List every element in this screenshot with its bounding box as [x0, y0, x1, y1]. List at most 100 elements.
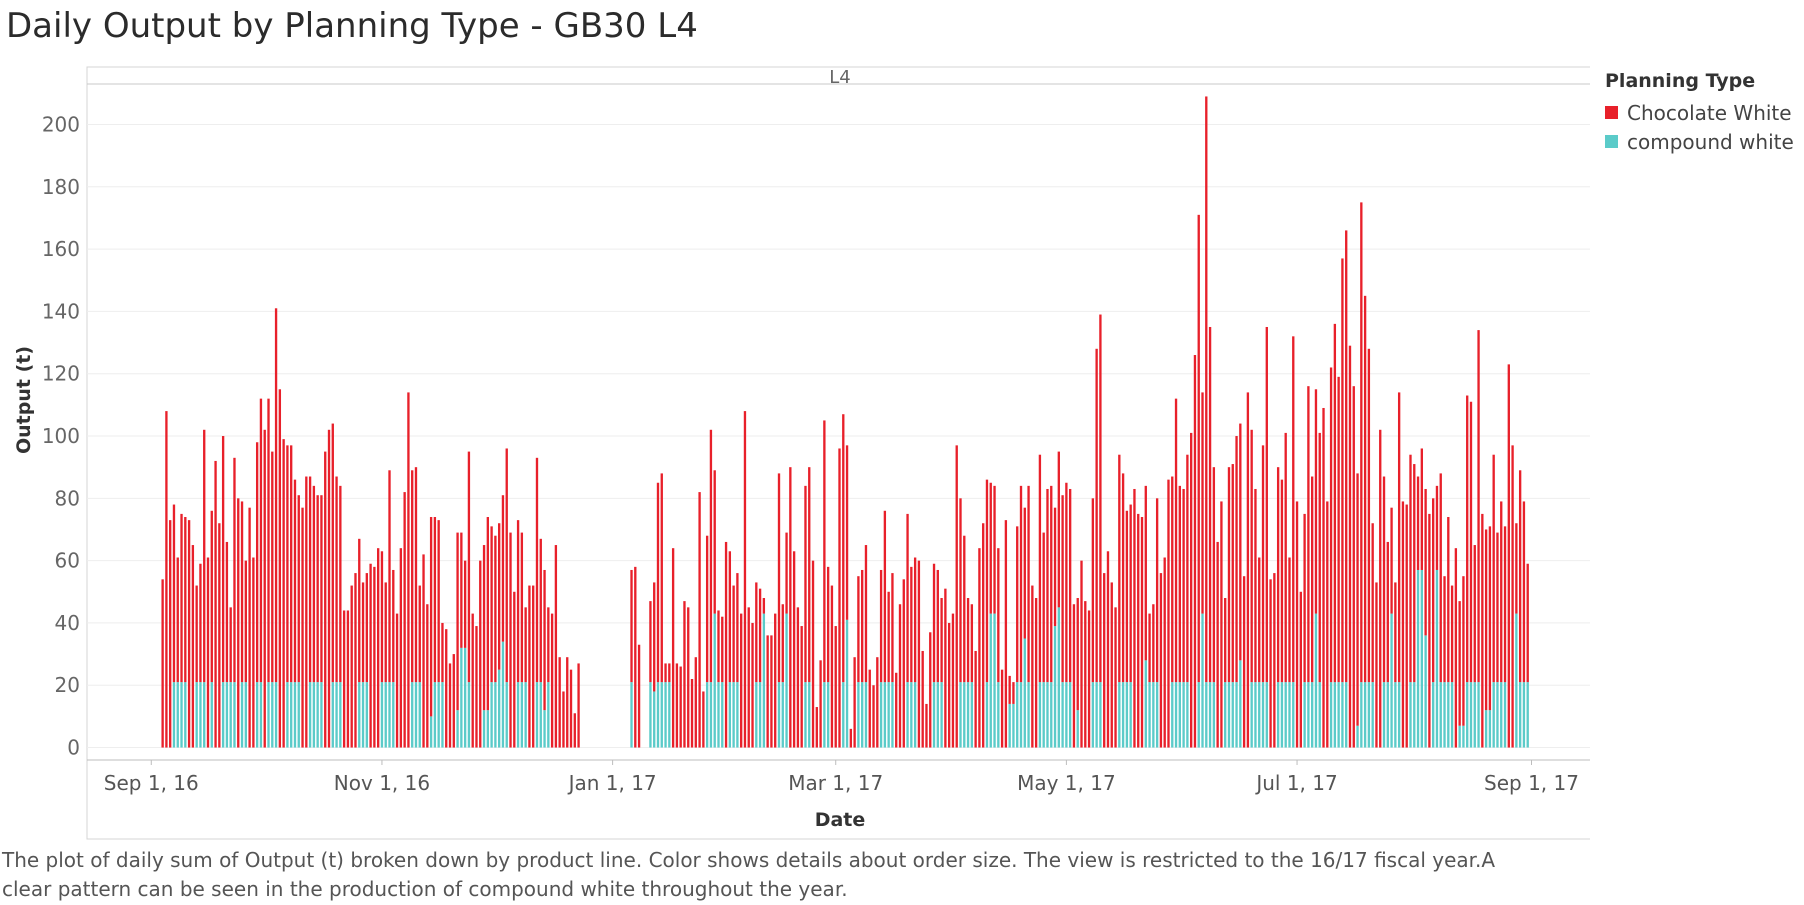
bar	[1454, 548, 1458, 748]
bar	[1239, 423, 1242, 661]
bar	[1307, 682, 1310, 748]
legend: Planning Type Chocolate White compound w…	[1605, 70, 1794, 156]
bar	[1322, 407, 1325, 748]
bar	[1258, 682, 1261, 748]
bar	[203, 682, 206, 748]
bar	[1488, 710, 1492, 748]
bar	[842, 414, 845, 683]
bar	[248, 507, 251, 748]
bar	[910, 682, 913, 748]
bar	[705, 682, 709, 748]
bar	[1193, 355, 1197, 748]
bar	[1057, 451, 1060, 608]
bar	[898, 604, 902, 748]
bar	[535, 682, 539, 748]
bar	[1019, 682, 1023, 748]
bar	[456, 710, 459, 748]
bar	[1367, 682, 1371, 748]
bar	[490, 526, 493, 683]
bar	[554, 545, 558, 748]
bar	[796, 607, 800, 748]
bar	[660, 473, 663, 683]
bar	[1432, 498, 1435, 683]
bar	[535, 457, 539, 683]
bar	[1329, 682, 1333, 748]
bar	[1484, 529, 1488, 711]
y-tick-label: 200	[42, 112, 80, 136]
bar	[698, 492, 701, 748]
bar	[1473, 682, 1476, 748]
bar	[1174, 398, 1178, 683]
bar	[732, 585, 735, 683]
bar	[426, 604, 429, 748]
bar	[1379, 429, 1382, 748]
bar	[895, 672, 898, 748]
bar	[721, 616, 724, 683]
bar	[206, 557, 210, 748]
bar	[290, 682, 293, 748]
bar	[1503, 526, 1507, 683]
bar	[717, 682, 720, 748]
bar	[255, 442, 259, 683]
facet-label: L4	[829, 67, 850, 88]
bar	[1488, 526, 1492, 711]
bar	[1046, 488, 1049, 683]
bar	[777, 473, 781, 683]
bar	[1023, 507, 1026, 639]
bar	[713, 470, 716, 614]
bar	[1087, 610, 1091, 748]
bar	[1518, 470, 1522, 683]
bar	[1432, 682, 1435, 748]
legend-item-compound-white[interactable]: compound white	[1605, 127, 1794, 156]
bar	[1416, 569, 1420, 748]
bar	[441, 622, 444, 683]
bar	[494, 535, 497, 683]
bar	[1231, 464, 1234, 683]
bar	[305, 476, 308, 748]
bar	[524, 607, 527, 683]
bar	[671, 548, 675, 748]
bar	[887, 682, 890, 748]
legend-item-label: Chocolate White	[1627, 100, 1792, 125]
bar	[940, 598, 943, 683]
bar	[1231, 682, 1234, 748]
bar	[1174, 682, 1178, 748]
bar	[395, 613, 399, 748]
bar	[1205, 682, 1208, 748]
bar	[267, 682, 270, 748]
bar	[456, 532, 459, 711]
bar	[1004, 520, 1008, 748]
bar	[736, 573, 739, 683]
bar	[963, 682, 966, 748]
bar	[1068, 488, 1072, 683]
bar	[176, 682, 179, 748]
bar	[320, 682, 323, 748]
bar	[1462, 725, 1465, 748]
bar	[845, 445, 849, 620]
bar	[1390, 507, 1393, 614]
legend-item-chocolate-white[interactable]: Chocolate White	[1605, 98, 1794, 127]
bar	[354, 573, 357, 748]
bar	[1496, 532, 1499, 683]
bar	[221, 436, 225, 683]
legend-title: Planning Type	[1605, 70, 1756, 92]
bar	[830, 585, 834, 748]
bar	[320, 495, 323, 683]
bar	[970, 682, 974, 748]
bar	[834, 626, 837, 748]
bar	[195, 585, 198, 683]
bar	[1197, 682, 1200, 748]
bar	[233, 682, 236, 748]
bar	[1515, 523, 1518, 614]
bar	[501, 495, 505, 642]
bar	[1500, 501, 1503, 683]
bar	[1515, 613, 1518, 748]
bar	[766, 635, 769, 748]
bar	[1280, 479, 1284, 683]
bar	[172, 682, 176, 748]
bar	[1190, 432, 1193, 748]
bar	[452, 654, 455, 748]
bar	[225, 682, 229, 748]
y-tick-label: 80	[55, 486, 80, 510]
bar	[1276, 682, 1280, 748]
